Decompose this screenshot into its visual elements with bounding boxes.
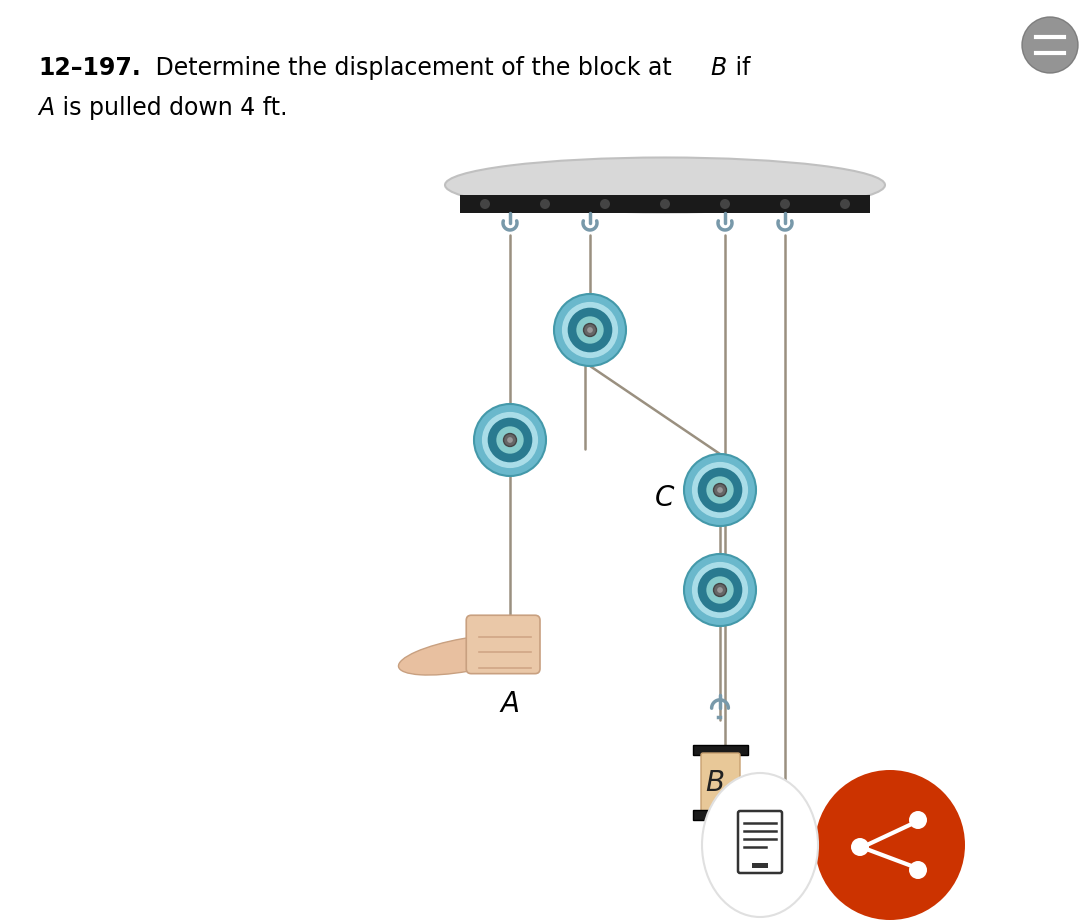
Bar: [693, 745, 748, 755]
Circle shape: [554, 294, 626, 366]
Text: B: B: [710, 56, 726, 80]
Circle shape: [497, 426, 524, 454]
FancyBboxPatch shape: [701, 753, 740, 812]
Circle shape: [840, 199, 850, 209]
Circle shape: [698, 567, 742, 612]
Circle shape: [692, 562, 748, 618]
Circle shape: [660, 199, 670, 209]
Circle shape: [698, 468, 742, 512]
Circle shape: [909, 811, 927, 829]
Circle shape: [706, 577, 733, 603]
Circle shape: [480, 199, 490, 209]
Circle shape: [780, 199, 789, 209]
Circle shape: [720, 199, 730, 209]
Circle shape: [482, 412, 538, 468]
FancyBboxPatch shape: [738, 811, 782, 873]
Circle shape: [717, 487, 723, 493]
Text: 12–197.: 12–197.: [38, 56, 140, 80]
Ellipse shape: [702, 773, 818, 917]
Bar: [693, 810, 748, 820]
Ellipse shape: [399, 635, 531, 675]
Text: A: A: [38, 96, 54, 120]
Circle shape: [562, 302, 618, 358]
Circle shape: [684, 554, 756, 626]
Circle shape: [588, 327, 593, 332]
Circle shape: [851, 838, 869, 856]
Bar: [460, 195, 870, 213]
Circle shape: [717, 587, 723, 593]
FancyBboxPatch shape: [467, 615, 540, 673]
Circle shape: [474, 404, 546, 476]
Circle shape: [714, 484, 727, 496]
Text: A: A: [500, 690, 519, 718]
Text: C: C: [656, 484, 675, 512]
Text: B: B: [705, 769, 725, 797]
Bar: [752, 863, 768, 868]
Circle shape: [568, 308, 612, 353]
Circle shape: [577, 316, 604, 344]
Text: Determine the displacement of the block at: Determine the displacement of the block …: [148, 56, 679, 80]
Circle shape: [503, 434, 516, 447]
Circle shape: [488, 418, 532, 462]
Text: if: if: [728, 56, 751, 80]
Circle shape: [540, 199, 550, 209]
Circle shape: [684, 454, 756, 526]
Circle shape: [600, 199, 610, 209]
Circle shape: [714, 584, 727, 597]
Circle shape: [583, 323, 596, 336]
Ellipse shape: [445, 157, 885, 213]
Circle shape: [692, 462, 748, 519]
Circle shape: [909, 861, 927, 879]
Text: is pulled down 4 ft.: is pulled down 4 ft.: [55, 96, 287, 120]
Circle shape: [706, 476, 733, 504]
Circle shape: [508, 437, 513, 443]
Circle shape: [1022, 17, 1078, 73]
Circle shape: [815, 770, 966, 920]
